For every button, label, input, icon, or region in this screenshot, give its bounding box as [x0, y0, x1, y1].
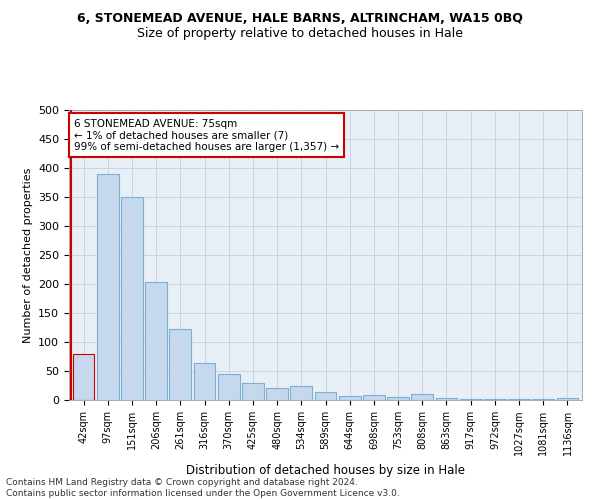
Bar — [436, 398, 457, 400]
Bar — [363, 395, 385, 400]
Text: Contains HM Land Registry data © Crown copyright and database right 2024.
Contai: Contains HM Land Registry data © Crown c… — [6, 478, 400, 498]
X-axis label: Distribution of detached houses by size in Hale: Distribution of detached houses by size … — [186, 464, 465, 476]
Text: 6, STONEMEAD AVENUE, HALE BARNS, ALTRINCHAM, WA15 0BQ: 6, STONEMEAD AVENUE, HALE BARNS, ALTRINC… — [77, 12, 523, 26]
Bar — [290, 386, 312, 400]
Bar — [145, 282, 167, 400]
Bar — [121, 197, 143, 400]
Text: Size of property relative to detached houses in Hale: Size of property relative to detached ho… — [137, 28, 463, 40]
Bar — [460, 399, 482, 400]
Bar — [314, 392, 337, 400]
Bar — [484, 399, 506, 400]
Bar — [194, 364, 215, 400]
Bar — [218, 374, 239, 400]
Bar — [557, 398, 578, 400]
Bar — [266, 388, 288, 400]
Bar — [73, 354, 94, 400]
Y-axis label: Number of detached properties: Number of detached properties — [23, 168, 32, 342]
Bar — [339, 396, 361, 400]
Text: 6 STONEMEAD AVENUE: 75sqm
← 1% of detached houses are smaller (7)
99% of semi-de: 6 STONEMEAD AVENUE: 75sqm ← 1% of detach… — [74, 118, 339, 152]
Bar — [97, 174, 119, 400]
Bar — [242, 382, 264, 400]
Bar — [412, 394, 433, 400]
Bar — [387, 396, 409, 400]
Bar — [169, 329, 191, 400]
